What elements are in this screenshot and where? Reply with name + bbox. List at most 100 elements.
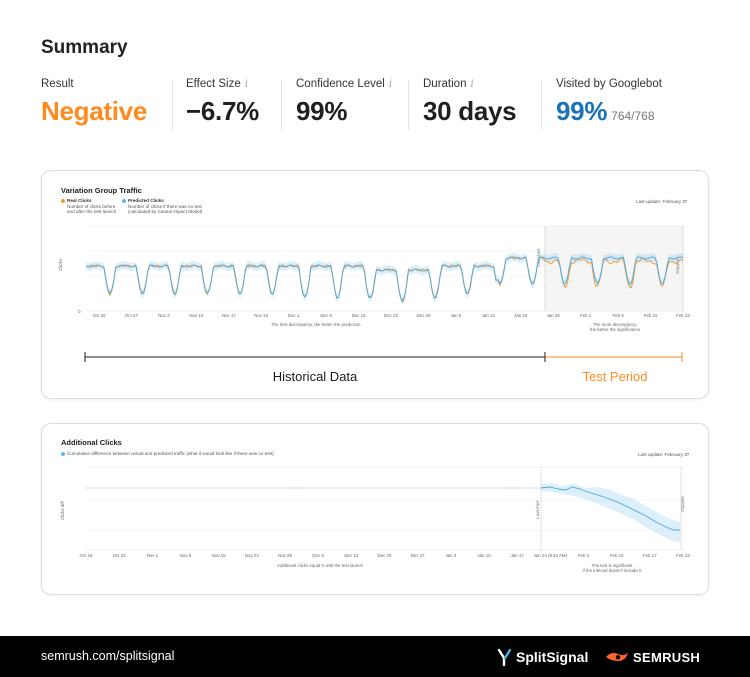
x-tick-label: Feb 9	[612, 313, 624, 318]
x-tick-label: Nov 22	[245, 553, 259, 558]
semrush-brand[interactable]: SEMRUSH	[605, 647, 700, 667]
x-tick-label: Oct 20	[93, 313, 106, 318]
x-axis-ticks: Oct 20 Oct 27 Nov 3 Nov 10 Nov 17 Nov 24 Dec 1…	[93, 313, 691, 318]
predicted-clicks-desc: (calculated by Causal Impact Model)	[128, 209, 203, 214]
x-tick-label: Jan 24 (9:42 AM)	[534, 553, 568, 558]
last-update: Last update: February 27	[636, 199, 688, 204]
x-tick-label: Dec 20	[378, 553, 392, 558]
x-tick-label: Dec 29	[416, 313, 430, 318]
x-tick-label: Nov 29	[278, 553, 292, 558]
y-axis-label: Clicks	[58, 258, 63, 271]
info-icon[interactable]: i	[470, 79, 474, 90]
cumulative-diff-dot	[61, 452, 65, 456]
x-tick-label: Dec 15	[352, 313, 366, 318]
x-tick-label: Dec 8	[320, 313, 332, 318]
x-tick-label: Dec 1	[288, 313, 300, 318]
x-tick-label: Jan 17	[511, 553, 525, 558]
metric-value: Negative	[41, 96, 147, 126]
additional-clicks-chart: Clicks diff Launched Stopped Oct 18 Oct 2…	[60, 466, 691, 573]
summary-title: Summary	[41, 37, 128, 58]
metric-effect-size: Effect Size i −6.7%	[186, 78, 259, 132]
predicted-clicks-line	[85, 256, 684, 302]
real-clicks-label: Real Clicks	[67, 198, 92, 203]
x-tick-label: Dec 27	[411, 553, 425, 558]
info-icon[interactable]: i	[244, 79, 248, 90]
x-tick-label: Nov 1	[147, 553, 159, 558]
metric-divider	[408, 80, 409, 130]
metric-value-row: 99% 764/768	[556, 96, 662, 127]
traffic-chart-card: Variation Group Traffic Real Clicks Numb…	[41, 170, 709, 399]
metric-divider	[281, 80, 282, 130]
real-clicks-desc: and after the test launch	[67, 209, 117, 214]
test-period-label: Test Period	[582, 369, 647, 384]
traffic-chart: Clicks 0 Launched Stopped Oct 20 Oct 27 No…	[58, 225, 691, 384]
x-tick-label: Feb 23	[676, 313, 690, 318]
x-axis-ticks: Oct 18 Oct 23 Nov 1 Nov 8 Nov 15 Nov 22 Nov 29…	[80, 553, 691, 558]
x-tick-label: Jan 19	[514, 313, 528, 318]
metric-value: 99%	[556, 96, 608, 126]
launched-label: Launched	[535, 500, 540, 519]
metric-googlebot: Visited by Googlebot 99% 764/768	[556, 78, 662, 132]
chevron-right-icon[interactable]: ›	[684, 198, 686, 203]
x-tick-label: Nov 15	[212, 553, 226, 558]
semrush-name: SEMRUSH	[633, 649, 701, 665]
x-tick-label: Feb 17	[643, 553, 657, 558]
note-right: the better the significance	[590, 327, 641, 332]
splitsignal-logo-icon	[497, 648, 512, 667]
predicted-clicks-label: Predicted Clicks	[128, 198, 164, 203]
x-tick-label: Nov 3	[158, 313, 170, 318]
metric-label-row: Confidence Level i	[296, 78, 392, 90]
x-tick-label: Jan 12	[482, 313, 496, 318]
metric-duration: Duration i 30 days	[423, 78, 517, 132]
traffic-chart-title: Variation Group Traffic	[61, 186, 142, 195]
x-tick-label: Dec 22	[384, 313, 398, 318]
predicted-clicks-desc: Number of clicks if there was no test	[128, 204, 202, 209]
cumulative-diff-line	[540, 486, 680, 531]
note-right: The test is significant	[592, 563, 634, 568]
predicted-clicks-dot	[122, 199, 126, 203]
note-left: Additional clicks equal 0 until the test…	[277, 563, 363, 568]
real-clicks-line	[85, 256, 684, 304]
metric-result: Result Negative	[41, 78, 147, 132]
zero-label: 0	[78, 309, 81, 314]
footer-url[interactable]: semrush.com/splitsignal	[41, 649, 175, 663]
test-period-shade	[545, 226, 683, 311]
chevron-right-icon[interactable]: ›	[686, 451, 688, 456]
info-icon[interactable]: i	[388, 79, 393, 90]
real-clicks-dot	[61, 199, 65, 203]
x-tick-label: Nov 8	[180, 553, 192, 558]
splitsignal-name: SplitSignal	[516, 649, 589, 665]
note-right: if the interval doesn't include 0	[583, 568, 642, 573]
x-tick-label: Jan 3	[445, 553, 456, 558]
additional-clicks-card: Additional Clicks Cumulative difference …	[41, 423, 709, 595]
metric-label: Duration	[423, 78, 467, 90]
metric-label-row: Effect Size i	[186, 78, 259, 90]
metric-label: Visited by Googlebot	[556, 78, 662, 90]
x-tick-label: Oct 27	[125, 313, 138, 318]
cumulative-diff-legend: Cumulative difference between actual and…	[67, 451, 274, 456]
y-axis-label: Clicks diff	[60, 501, 65, 520]
metric-divider	[172, 80, 173, 130]
x-tick-label: Oct 18	[80, 553, 93, 558]
metric-value: 30 days	[423, 96, 517, 126]
metric-label: Result	[41, 78, 74, 90]
metric-label: Effect Size	[186, 78, 241, 90]
metric-divider	[541, 80, 542, 130]
x-tick-label: Feb 23	[676, 553, 690, 558]
metrics-row: Result Negative Effect Size i −6.7% Confi…	[41, 78, 711, 132]
launched-label: Launched	[536, 248, 541, 267]
last-update: Last update: February 27	[638, 452, 690, 457]
stopped-label: Stopped	[680, 496, 685, 512]
metric-label: Confidence Level	[296, 78, 385, 90]
splitsignal-brand[interactable]: SplitSignal	[497, 647, 588, 667]
x-tick-label: Oct 23	[113, 553, 126, 558]
confidence-interval	[541, 483, 680, 542]
x-tick-label: Feb 3	[578, 553, 590, 558]
x-tick-label: Nov 17	[222, 313, 236, 318]
real-clicks-desc: Number of clicks before	[67, 204, 116, 209]
x-tick-label: Dec 13	[344, 553, 358, 558]
semrush-logo-icon	[606, 652, 628, 661]
metric-subvalue: 764/768	[611, 109, 655, 123]
x-tick-label: Feb 10	[610, 553, 624, 558]
